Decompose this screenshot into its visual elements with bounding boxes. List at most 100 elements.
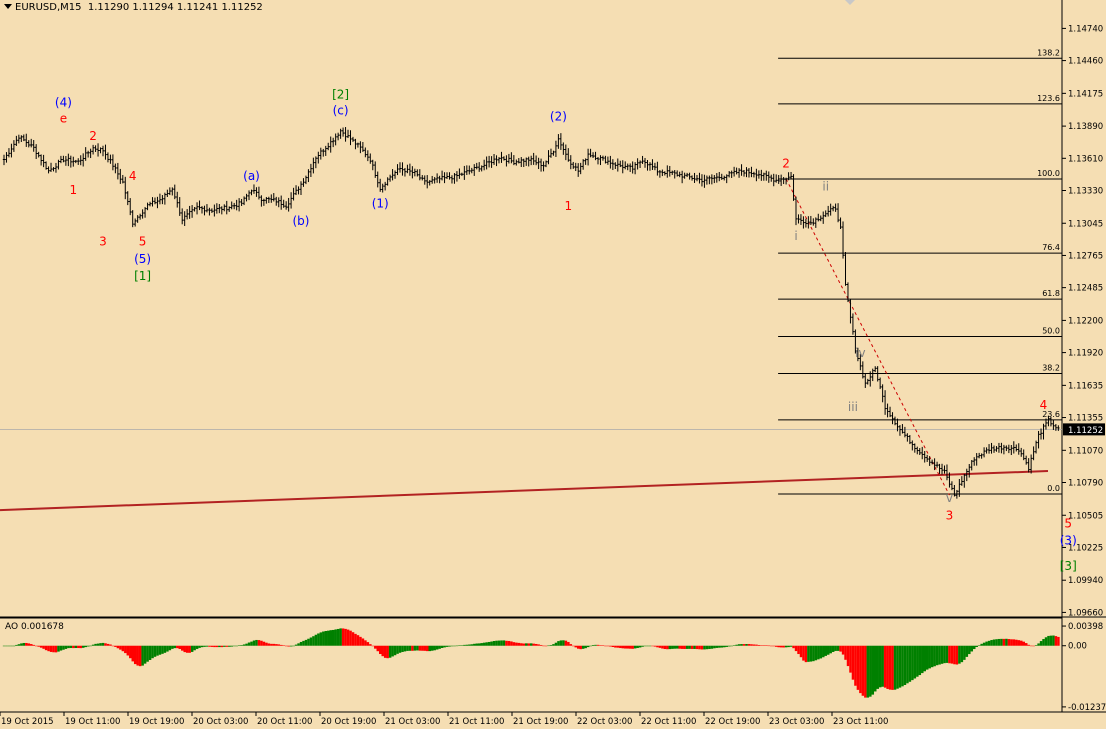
ao-bar [124, 645, 127, 654]
ohlc-bar [730, 170, 733, 178]
ao-bar [418, 645, 422, 651]
ao-bar [443, 645, 446, 648]
ao-bar [12, 645, 16, 647]
ao-bar [866, 645, 870, 698]
ohlc-bar [245, 193, 248, 202]
ao-bar [544, 645, 548, 647]
ohlc-bar [923, 450, 926, 463]
ohlc-bar [203, 205, 206, 216]
ohlc-bar [725, 174, 728, 184]
ao-bar [1012, 639, 1016, 646]
ohlc-bar [195, 202, 199, 215]
ao-bar [314, 634, 318, 646]
ao-bar [426, 645, 429, 652]
ohlc-bar [591, 152, 595, 159]
ohlc-bar [327, 142, 330, 151]
ao-bar [148, 645, 152, 660]
ao-bar [341, 628, 345, 646]
ohlc-bar [940, 463, 944, 475]
ao-bar [1044, 637, 1048, 646]
ohlc-bar [388, 174, 392, 182]
ao-bar [445, 645, 449, 647]
ao-bar [435, 645, 439, 650]
ao-bar [641, 645, 644, 647]
ao-bar [888, 645, 892, 690]
ohlc-bar [257, 186, 261, 200]
ohlc-bar [982, 447, 986, 458]
ao-bar [366, 642, 370, 646]
ohlc-bar [817, 213, 820, 222]
ohlc-bar [79, 155, 82, 166]
ohlc-bar [57, 159, 60, 170]
ao-bar [621, 645, 625, 649]
ao-bar [450, 645, 454, 647]
ao-bar [1034, 645, 1038, 646]
ohlc-bar [641, 155, 644, 164]
wave-label: ii [822, 179, 829, 193]
ohlc-bar [831, 205, 835, 212]
ao-bar [393, 645, 397, 656]
ohlc-bar [1029, 454, 1033, 474]
ohlc-bar [423, 175, 426, 185]
ao-bar [680, 645, 684, 649]
ohlc-bar [646, 159, 649, 171]
ao-bar [52, 645, 55, 653]
ao-bar [307, 638, 310, 646]
ohlc-bar [480, 165, 483, 172]
ao-bar [304, 639, 308, 646]
ao-bar [787, 645, 790, 648]
ohlc-bar [688, 172, 691, 180]
ao-bar [589, 645, 592, 647]
ao-bar [1032, 645, 1035, 647]
ao-bar [1029, 645, 1033, 647]
wave-label: 4 [129, 169, 137, 183]
ohlc-bar [683, 172, 686, 179]
ao-bar [968, 645, 971, 655]
ohlc-bar [426, 175, 429, 189]
ao-bar [500, 640, 503, 646]
ao-bar [876, 645, 879, 689]
ohlc-bar [1005, 445, 1008, 452]
ohlc-bar [888, 406, 892, 418]
ohlc-bar [317, 151, 320, 164]
ohlc-bar [354, 138, 357, 150]
ohlc-bar [1037, 430, 1040, 449]
ohlc-bar [188, 205, 191, 219]
ohlc-bar [532, 152, 535, 165]
ohlc-bar [757, 170, 761, 179]
ohlc-bar [27, 140, 30, 148]
ao-bar [158, 645, 162, 655]
ao-bar [997, 638, 1001, 646]
ohlc-bar [973, 457, 976, 466]
ohlc-bar [359, 141, 362, 154]
ohlc-bar [747, 168, 751, 178]
ohlc-bar [710, 174, 714, 185]
ao-bar [458, 645, 461, 646]
ao-bar [34, 645, 38, 647]
ao-bar [730, 645, 733, 647]
ohlc-bar [567, 148, 570, 162]
ohlc-bar [705, 175, 709, 185]
ao-bar [510, 641, 513, 646]
ao-tick-label: 0.00 [1068, 642, 1087, 652]
ao-bar [280, 644, 283, 646]
ao-bar [495, 640, 498, 646]
ohlc-bar [601, 155, 605, 161]
ohlc-bar [329, 136, 332, 153]
ohlc-bar [131, 210, 134, 228]
ohlc-bar [604, 155, 607, 164]
ao-bar [1057, 636, 1060, 646]
ao-bar [930, 645, 934, 668]
ao-bar [406, 645, 409, 651]
ao-bar [232, 645, 236, 647]
ohlc-bar [12, 140, 16, 152]
ao-bar [265, 642, 268, 646]
ao-bar [10, 645, 13, 647]
ohlc-bar [161, 195, 164, 205]
dropdown-triangle-icon[interactable] [4, 4, 12, 9]
ohlc-bar [34, 144, 38, 159]
ohlc-bar [242, 196, 246, 206]
symbol-timeframe: EURUSD,M15 [15, 2, 82, 13]
price-tick-label: 1.09940 [1068, 576, 1103, 586]
